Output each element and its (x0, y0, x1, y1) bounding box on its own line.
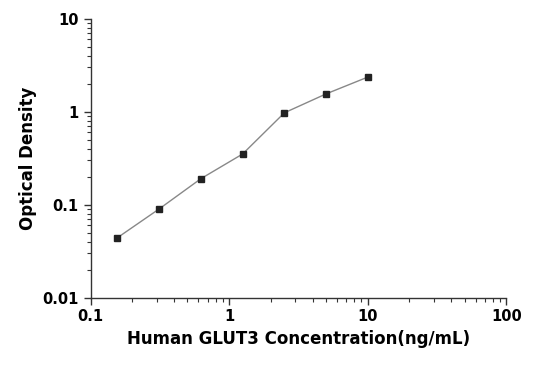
X-axis label: Human GLUT3 Concentration(ng/mL): Human GLUT3 Concentration(ng/mL) (127, 330, 470, 348)
Y-axis label: Optical Density: Optical Density (19, 86, 37, 230)
